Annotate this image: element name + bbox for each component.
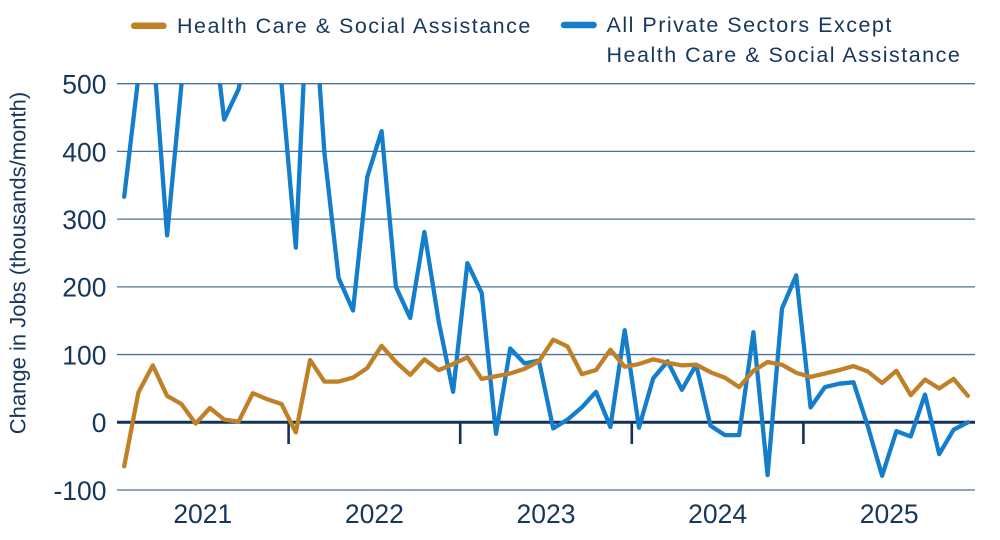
svg-text:200: 200: [62, 273, 106, 303]
svg-text:Health Care & Social Assistanc: Health Care & Social Assistance: [607, 43, 962, 67]
svg-text:2022: 2022: [345, 499, 404, 529]
svg-text:2024: 2024: [688, 499, 747, 529]
svg-text:2021: 2021: [173, 499, 232, 529]
svg-text:2025: 2025: [860, 499, 919, 529]
svg-text:Health Care & Social Assistanc: Health Care & Social Assistance: [177, 14, 532, 38]
svg-text:2023: 2023: [517, 499, 576, 529]
svg-text:300: 300: [62, 205, 106, 235]
svg-text:Change in Jobs (thousands/mont: Change in Jobs (thousands/month): [6, 92, 31, 434]
svg-text:500: 500: [62, 70, 106, 100]
svg-text:-100: -100: [53, 476, 106, 506]
svg-text:All Private Sectors Except: All Private Sectors Except: [607, 13, 893, 37]
svg-text:100: 100: [62, 340, 106, 370]
svg-text:400: 400: [62, 137, 106, 167]
svg-text:0: 0: [92, 408, 107, 438]
